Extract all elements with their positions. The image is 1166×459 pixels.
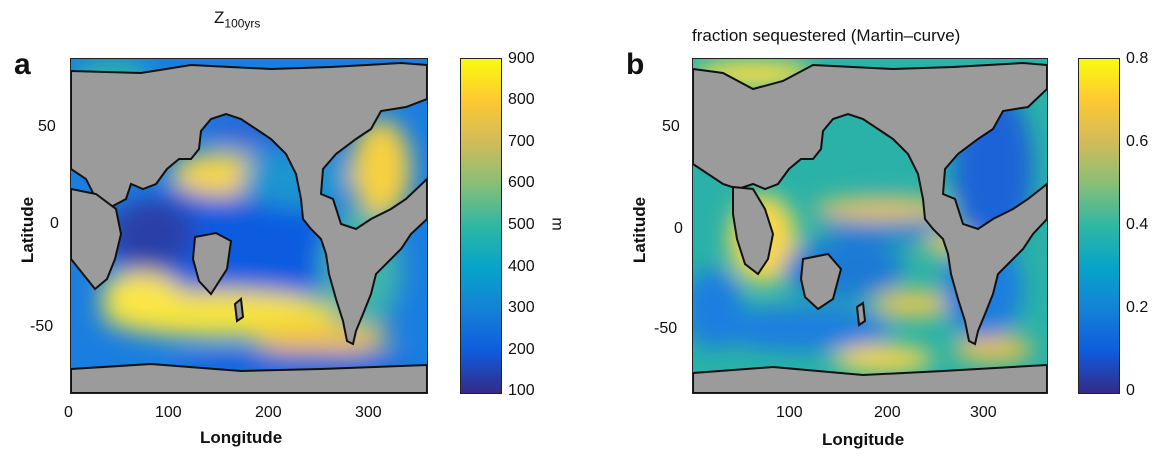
panel-a-ylabel: Latitude (18, 196, 37, 264)
land-masses (693, 61, 1047, 393)
land-africa (71, 187, 123, 291)
land-australia (799, 252, 843, 311)
panel-b-cbar-tick: 0.4 (1126, 216, 1149, 233)
panel-b-map-svg (693, 59, 1047, 393)
panel-a-xlabel: Longitude (200, 428, 283, 447)
panel-a-ytick: 50 (38, 118, 56, 135)
panel-a-cbar-tick: 500 (508, 216, 535, 233)
panel-b-cbar-tick: 0.8 (1126, 50, 1149, 67)
panel-a-cbar-tick: 300 (508, 299, 535, 316)
panel-a-cbar-tick: 600 (508, 174, 535, 191)
field-blob (106, 199, 196, 269)
panel-b-map (692, 58, 1048, 394)
panel-a-xtick: 100 (155, 404, 182, 421)
field-blob (873, 290, 953, 318)
field-blob (713, 307, 893, 351)
panel-b-ylabel: Latitude (630, 196, 649, 264)
panel-a-ytick: -50 (30, 318, 54, 335)
land-antarctica (693, 363, 1047, 393)
panel-b-cbar-tick: 0.2 (1126, 299, 1149, 316)
field-blob (251, 323, 391, 355)
panel-a-cbar-tick: 900 (508, 50, 535, 67)
land-masses (71, 61, 427, 393)
field-blob (693, 269, 743, 349)
land-africa (732, 185, 775, 276)
panel-a-cbar-tick: 200 (508, 341, 535, 358)
land-continents (693, 61, 1047, 346)
land-australia (191, 231, 233, 296)
panel-a-title-sub: 100yrs (224, 16, 261, 31)
panel-a-colorbar (460, 58, 502, 394)
panel-a-xtick: 0 (64, 404, 73, 421)
panel-b-xtick: 200 (874, 404, 901, 421)
panel-b-ytick: 0 (674, 220, 683, 237)
panel-a-xtick: 200 (255, 404, 282, 421)
panel-a-title: Z100yrs (214, 8, 260, 30)
field-blob (101, 272, 181, 316)
panel-a-cbar-tick: 100 (508, 382, 535, 399)
panel-a-xtick: 300 (355, 404, 382, 421)
land-antarctica (71, 362, 427, 393)
field-blob (813, 197, 953, 221)
panel-b-xtick: 300 (970, 404, 997, 421)
panel-a-cbar-tick: 700 (508, 133, 535, 150)
land-continents (71, 61, 427, 346)
field-blob (953, 335, 1033, 363)
panel-a-cbar-unit: m (548, 217, 566, 231)
panel-a-map-svg (71, 59, 427, 393)
land-island (855, 301, 867, 327)
panel-b-cbar-tick: 0 (1126, 382, 1135, 399)
panel-b-xtick: 100 (776, 404, 803, 421)
panel-b-cbar-tick: 0.6 (1126, 133, 1149, 150)
field-blob (351, 119, 411, 219)
panel-a-ytick: 0 (50, 215, 59, 232)
land-island (233, 297, 245, 323)
panel-a-map (70, 58, 428, 394)
panel-a-label: a (14, 48, 31, 81)
panel-b-ytick: 50 (662, 118, 680, 135)
panel-a-cbar-tick: 400 (508, 258, 535, 275)
field-blob (833, 345, 933, 373)
panel-b-colorbar (1078, 58, 1120, 394)
panel-a-title-main: Z (214, 8, 225, 27)
panel-b-ytick: -50 (654, 320, 678, 337)
panel-a-cbar-tick: 800 (508, 91, 535, 108)
panel-b-xlabel: Longitude (822, 430, 905, 449)
panel-b-title: fraction sequestered (Martin–curve) (692, 26, 961, 45)
panel-b-label: b (626, 48, 645, 81)
